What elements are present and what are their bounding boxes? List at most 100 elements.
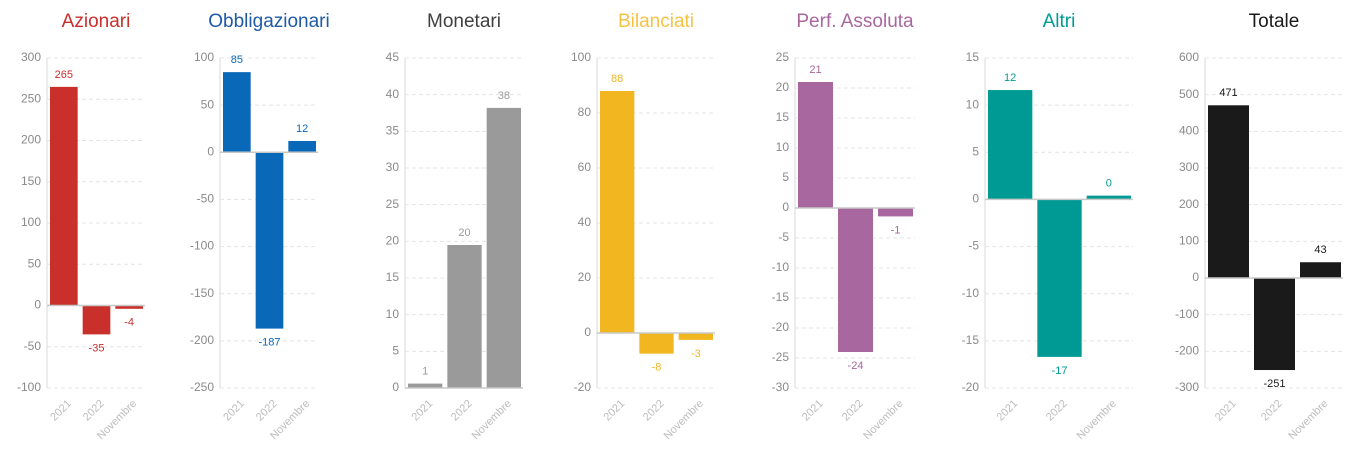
x-tick-label: 2021 bbox=[48, 398, 74, 424]
y-tick-label: 100 bbox=[21, 215, 41, 229]
value-label: -1 bbox=[891, 224, 901, 236]
bar bbox=[639, 333, 674, 354]
value-label: 12 bbox=[296, 123, 308, 135]
y-tick-label: 10 bbox=[966, 97, 980, 111]
y-tick-label: -5 bbox=[778, 230, 789, 244]
y-tick-label: 80 bbox=[578, 105, 592, 119]
bar bbox=[1086, 195, 1131, 200]
y-tick-label: 100 bbox=[1179, 234, 1199, 248]
bar bbox=[115, 305, 143, 309]
y-tick-label: -15 bbox=[962, 333, 980, 347]
chart-title: Totale bbox=[1249, 11, 1300, 32]
y-tick-label: -30 bbox=[772, 380, 790, 394]
y-tick-label: 25 bbox=[386, 197, 400, 211]
x-tick-label: 2022 bbox=[840, 398, 866, 424]
y-tick-label: 0 bbox=[972, 192, 979, 206]
bar bbox=[1037, 199, 1082, 357]
x-tick-label: Novembre bbox=[662, 398, 706, 442]
x-tick-label: 2022 bbox=[81, 398, 107, 424]
value-label: 43 bbox=[1314, 244, 1326, 256]
y-tick-label: 15 bbox=[386, 270, 400, 284]
value-label: -187 bbox=[258, 337, 280, 349]
y-tick-label: -250 bbox=[190, 380, 214, 394]
y-tick-label: 50 bbox=[28, 256, 42, 270]
y-tick-label: 300 bbox=[21, 50, 41, 64]
x-tick-label: 2022 bbox=[449, 398, 475, 424]
x-tick-label: 2022 bbox=[254, 398, 280, 424]
y-tick-label: 15 bbox=[776, 110, 790, 124]
y-tick-label: 400 bbox=[1179, 124, 1199, 138]
x-tick-label: Novembre bbox=[470, 398, 514, 442]
bar bbox=[798, 82, 833, 208]
value-label: -3 bbox=[691, 348, 701, 360]
x-tick-label: 2021 bbox=[995, 398, 1021, 424]
y-tick-label: -25 bbox=[772, 350, 790, 364]
value-label: 88 bbox=[611, 73, 623, 85]
y-tick-label: -100 bbox=[1175, 307, 1199, 321]
value-label: 265 bbox=[55, 69, 73, 81]
bar bbox=[255, 152, 284, 329]
x-tick-label: Novembre bbox=[1075, 398, 1119, 442]
y-tick-label: 0 bbox=[34, 298, 41, 312]
bar bbox=[447, 245, 482, 388]
y-tick-label: 5 bbox=[972, 144, 979, 158]
value-label: 38 bbox=[498, 90, 510, 102]
value-label: -8 bbox=[652, 362, 662, 374]
y-tick-label: -20 bbox=[772, 320, 790, 334]
x-tick-label: 2021 bbox=[800, 398, 826, 424]
y-tick-label: 500 bbox=[1179, 87, 1199, 101]
x-tick-label: Novembre bbox=[1286, 398, 1330, 442]
y-tick-label: 20 bbox=[386, 234, 400, 248]
x-tick-label: 2021 bbox=[221, 398, 247, 424]
value-label: -17 bbox=[1052, 365, 1068, 377]
y-tick-label: 5 bbox=[782, 170, 789, 184]
value-label: 12 bbox=[1004, 72, 1016, 84]
chart-title: Altri bbox=[1043, 11, 1076, 32]
bar bbox=[678, 333, 713, 340]
value-label: 85 bbox=[231, 54, 243, 66]
y-tick-label: -200 bbox=[1175, 344, 1199, 358]
y-tick-label: 200 bbox=[1179, 197, 1199, 211]
y-tick-label: 300 bbox=[1179, 160, 1199, 174]
y-tick-label: 15 bbox=[966, 50, 980, 64]
y-tick-label: -50 bbox=[197, 192, 215, 206]
y-tick-label: -10 bbox=[772, 260, 790, 274]
y-tick-label: -10 bbox=[962, 286, 980, 300]
x-tick-label: 2021 bbox=[410, 398, 436, 424]
chart-title: Obbligazionari bbox=[208, 11, 329, 32]
bar bbox=[288, 140, 316, 153]
value-label: 1 bbox=[422, 366, 428, 378]
y-tick-label: 30 bbox=[386, 160, 400, 174]
bar bbox=[486, 107, 521, 388]
y-tick-label: 600 bbox=[1179, 50, 1199, 64]
bar bbox=[838, 208, 873, 352]
y-tick-label: -100 bbox=[17, 380, 41, 394]
value-label: -24 bbox=[848, 360, 864, 372]
y-tick-label: -50 bbox=[24, 339, 42, 353]
x-tick-label: 2021 bbox=[602, 398, 628, 424]
y-tick-label: 0 bbox=[207, 144, 214, 158]
chart-title: Azionari bbox=[62, 11, 131, 32]
y-tick-label: -5 bbox=[968, 239, 979, 253]
y-tick-label: 150 bbox=[21, 174, 41, 188]
chart-title: Perf. Assoluta bbox=[796, 11, 914, 32]
bar bbox=[223, 72, 251, 153]
y-tick-label: 20 bbox=[776, 80, 790, 94]
x-tick-label: 2022 bbox=[641, 398, 667, 424]
chart-title: Monetari bbox=[427, 11, 501, 32]
value-label: -35 bbox=[89, 342, 105, 354]
y-tick-label: 50 bbox=[201, 97, 215, 111]
y-tick-label: 20 bbox=[578, 270, 592, 284]
y-tick-label: 40 bbox=[578, 215, 592, 229]
x-tick-label: Novembre bbox=[861, 398, 905, 442]
x-tick-label: 2021 bbox=[1213, 398, 1239, 424]
y-tick-label: 25 bbox=[776, 50, 790, 64]
y-tick-label: -300 bbox=[1175, 380, 1199, 394]
bar bbox=[82, 305, 111, 335]
y-tick-label: -15 bbox=[772, 290, 790, 304]
value-label: 0 bbox=[1106, 178, 1112, 190]
bar bbox=[1208, 105, 1249, 278]
bar bbox=[1300, 262, 1341, 278]
bar bbox=[988, 90, 1033, 200]
